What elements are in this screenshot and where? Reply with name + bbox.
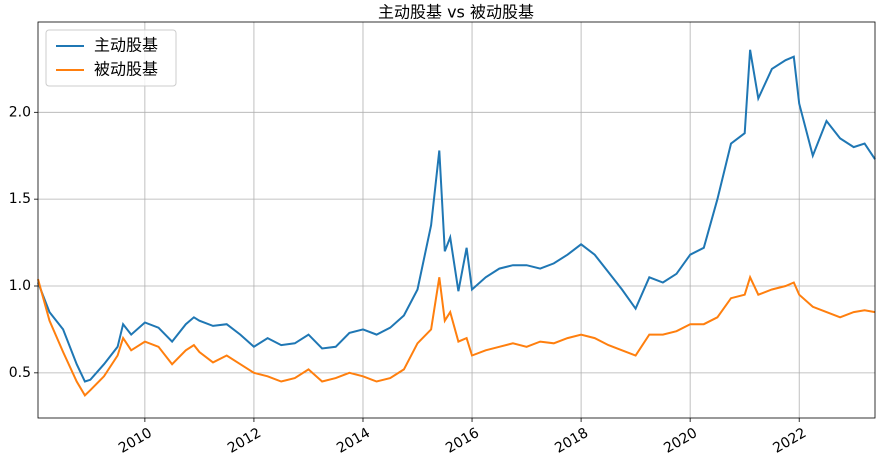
x-tick-label: 2014	[334, 425, 373, 457]
y-tick-label: 1.5	[9, 191, 31, 207]
series-line	[37, 49, 876, 383]
x-tick-label: 2020	[661, 425, 700, 457]
plot-frame	[37, 21, 876, 419]
x-tick-label: 2010	[116, 425, 155, 457]
x-tick-label: 2022	[770, 425, 809, 457]
chart-title: 主动股基 vs 被动股基	[378, 3, 534, 22]
legend-box	[45, 29, 177, 87]
legend-label: 主动股基	[94, 36, 158, 55]
y-tick-label: 1.0	[9, 278, 31, 294]
x-tick-label: 2016	[443, 425, 482, 457]
y-tick-label: 0.5	[9, 365, 31, 381]
series-line	[37, 274, 876, 397]
legend-label: 被动股基	[94, 60, 158, 79]
x-tick-label: 2018	[552, 425, 591, 457]
x-tick-label: 2012	[225, 425, 264, 457]
y-tick-label: 2.0	[9, 104, 31, 120]
